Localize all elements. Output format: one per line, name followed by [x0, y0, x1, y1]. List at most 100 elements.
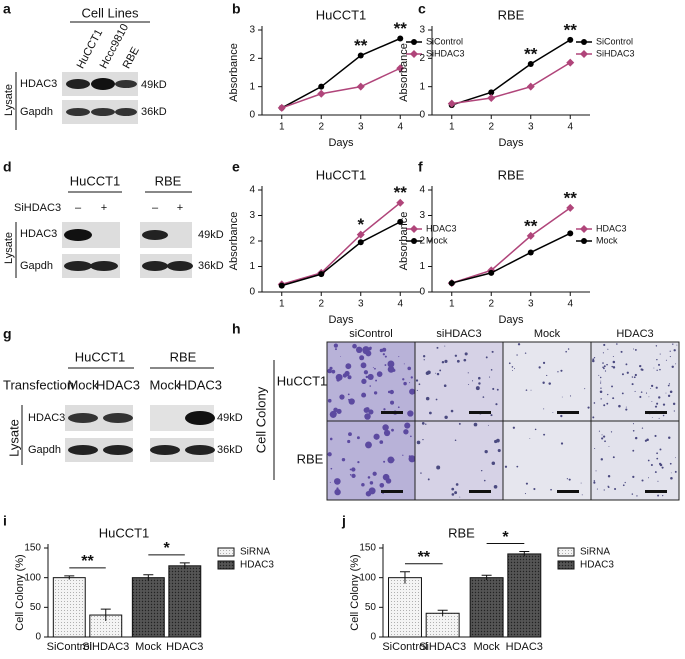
colony: [327, 398, 332, 403]
row-label: Gapdh: [20, 260, 53, 272]
colony: [436, 465, 441, 470]
colony: [594, 447, 596, 450]
colony: [403, 429, 409, 435]
colony: [436, 372, 440, 376]
colony: [382, 353, 385, 356]
colony: [451, 493, 455, 496]
colony: [592, 359, 595, 363]
x-tick-label: 1: [279, 122, 285, 133]
marker: [396, 198, 405, 207]
size-label: 36kD: [141, 106, 167, 118]
panel-label: g: [3, 326, 12, 342]
band: [90, 261, 118, 271]
legend-label: Mock: [596, 235, 618, 245]
marker: [527, 249, 534, 256]
colony: [593, 402, 596, 404]
colony: [655, 386, 658, 389]
legend-label: HDAC3: [240, 560, 274, 571]
colony: [463, 358, 467, 362]
colony: [361, 378, 367, 384]
colony: [675, 363, 677, 365]
colony: [611, 385, 613, 388]
cell-label: HuCCT1: [70, 173, 121, 188]
marker: [487, 94, 496, 102]
colony: [599, 382, 602, 384]
colony: [639, 395, 642, 398]
panel-label: j: [341, 513, 346, 529]
lane-label: RBE: [121, 45, 142, 71]
annotation: **: [524, 216, 538, 235]
colony: [656, 457, 659, 460]
colony: [491, 350, 494, 353]
marker: [526, 231, 535, 240]
error-bar: [481, 574, 492, 581]
colony: [483, 479, 486, 482]
band: [66, 79, 90, 89]
colony: [372, 471, 377, 476]
y-tick-label: 1: [249, 261, 255, 272]
colony: [379, 482, 385, 488]
colony-image: [326, 341, 416, 422]
colony: [645, 392, 648, 394]
y-tick-label: 50: [365, 602, 377, 613]
colony: [674, 470, 677, 473]
y-axis-label: Cell Colony (%): [349, 554, 361, 630]
colony: [451, 487, 455, 491]
y-tick-label: 50: [30, 602, 42, 613]
colony: [511, 366, 514, 368]
colony: [656, 369, 658, 371]
scale-bar: [557, 411, 579, 414]
colony: [676, 344, 678, 346]
annotation: **: [564, 20, 578, 39]
treatment-label: SiHDAC3: [14, 202, 61, 214]
colony: [348, 432, 352, 437]
panel-label: a: [3, 1, 11, 17]
band: [142, 230, 168, 240]
y-tick-label: 100: [359, 572, 376, 583]
colony: [659, 353, 661, 355]
colony: [634, 373, 637, 377]
colony-images: siControl siHDAC3 Mock HDAC3 HuCCT1 RBE …: [253, 328, 680, 501]
scale-bar: [645, 490, 667, 493]
row-label: RBE: [297, 451, 324, 466]
annotation: **: [524, 44, 538, 63]
colony: [560, 414, 563, 418]
colony: [428, 411, 432, 415]
annotation: *: [502, 529, 509, 546]
colony: [467, 372, 469, 374]
colony: [374, 367, 376, 370]
band: [103, 445, 133, 455]
lane-label: +: [177, 202, 183, 214]
colony: [361, 392, 367, 398]
x-tick-label: Mock: [473, 641, 500, 653]
colony: [659, 448, 662, 451]
y-tick-label: 150: [24, 543, 41, 554]
colony: [327, 452, 332, 457]
colony: [383, 460, 386, 463]
scale-bar: [381, 411, 403, 414]
colony: [548, 382, 551, 385]
colony: [654, 434, 657, 437]
colony: [435, 372, 437, 374]
y-tick-label: 3: [249, 210, 255, 221]
legend-label: SiHDAC3: [596, 48, 635, 58]
colony: [517, 343, 521, 346]
colony: [600, 387, 602, 389]
colony: [669, 462, 672, 465]
colony: [669, 356, 671, 358]
colony: [418, 383, 421, 386]
y-axis-label: Absorbance: [228, 212, 240, 271]
colony: [569, 395, 572, 397]
marker: [396, 64, 405, 73]
colony: [533, 487, 536, 491]
legend-marker: [580, 50, 588, 58]
colony: [626, 371, 629, 374]
line: [281, 37, 401, 109]
x-axis-label: Days: [498, 137, 524, 149]
colony: [351, 467, 356, 472]
colony: [542, 381, 545, 384]
scale-bar: [469, 490, 491, 493]
colony: [376, 371, 383, 377]
colony: [567, 348, 570, 350]
colony: [633, 376, 636, 379]
